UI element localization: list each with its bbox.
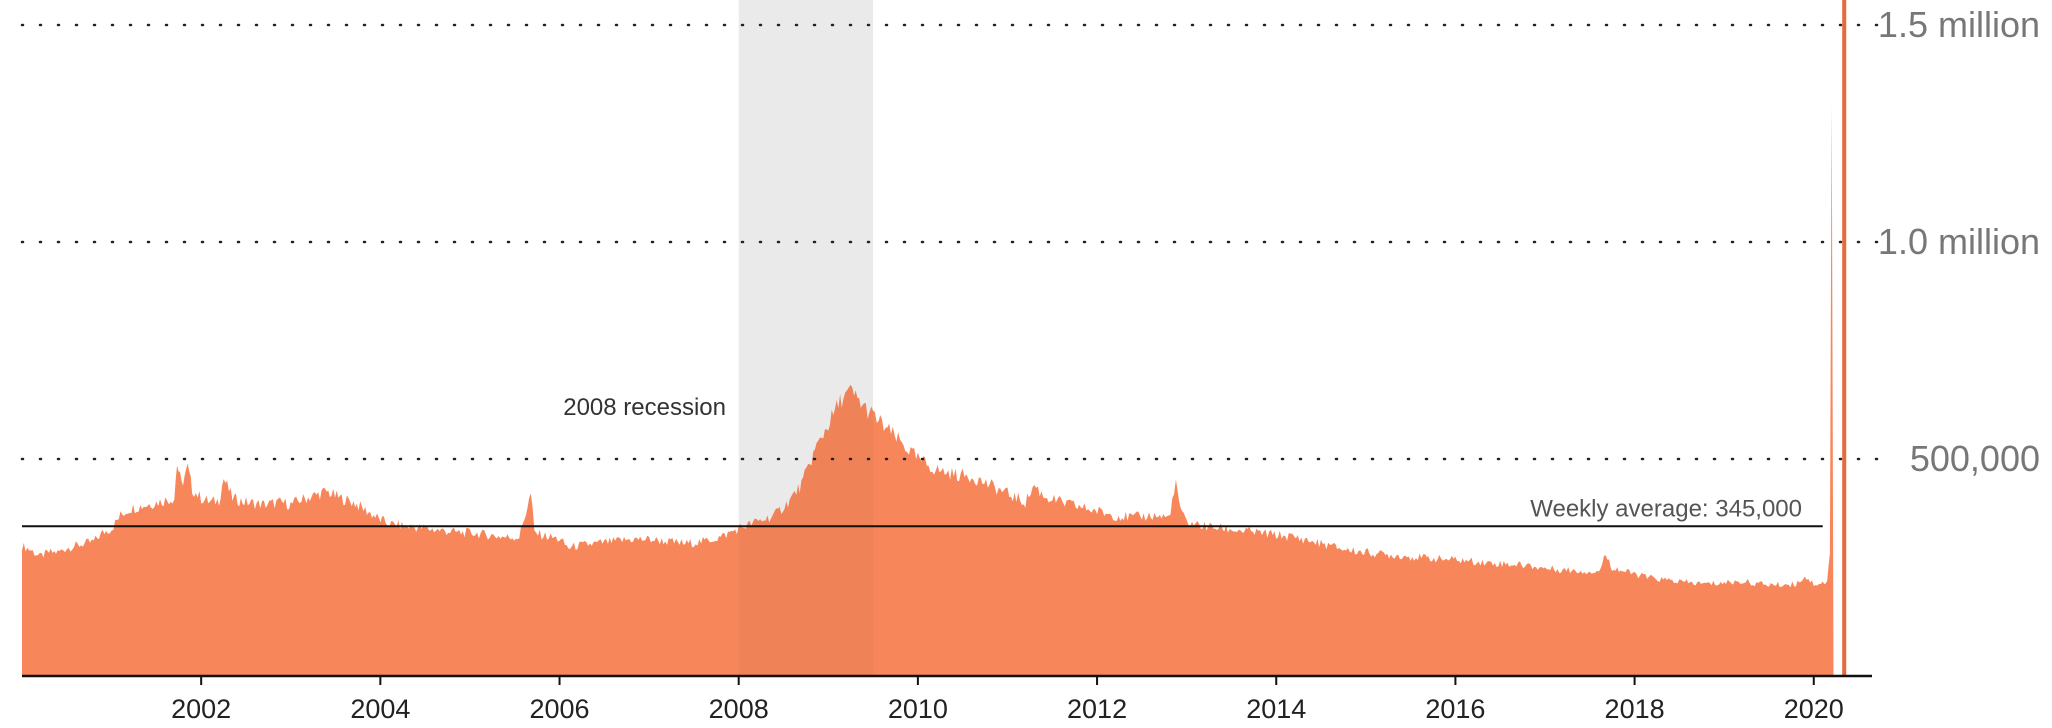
y-tick-label: 500,000 [1910,438,2040,479]
y-tick-label: 1.0 million [1878,221,2040,262]
x-tick-label: 2002 [171,694,231,724]
claims-area [22,103,1834,677]
x-tick-label: 2012 [1067,694,1127,724]
spike-bar [1842,0,1847,676]
x-tick-label: 2016 [1425,694,1485,724]
x-tick-label: 2014 [1246,694,1306,724]
labels-layer: 500,000 1.0 million 1.5 million Weekly aver… [171,4,2040,724]
x-tick-label: 2010 [888,694,948,724]
grid-layer [20,23,1882,461]
x-tick-label: 2020 [1784,694,1844,724]
y-tick-label: 1.5 million [1878,4,2040,45]
x-axis [22,674,1872,685]
area-layer [22,0,1847,677]
x-tick-label: 2006 [529,694,589,724]
x-tick-label: 2008 [709,694,769,724]
recession-overlay [739,0,873,676]
x-tick-label: 2018 [1605,694,1665,724]
recession-label: 2008 recession [563,394,726,421]
average-label: Weekly average: 345,000 [1530,495,1802,522]
x-tick-label: 2004 [350,694,410,724]
